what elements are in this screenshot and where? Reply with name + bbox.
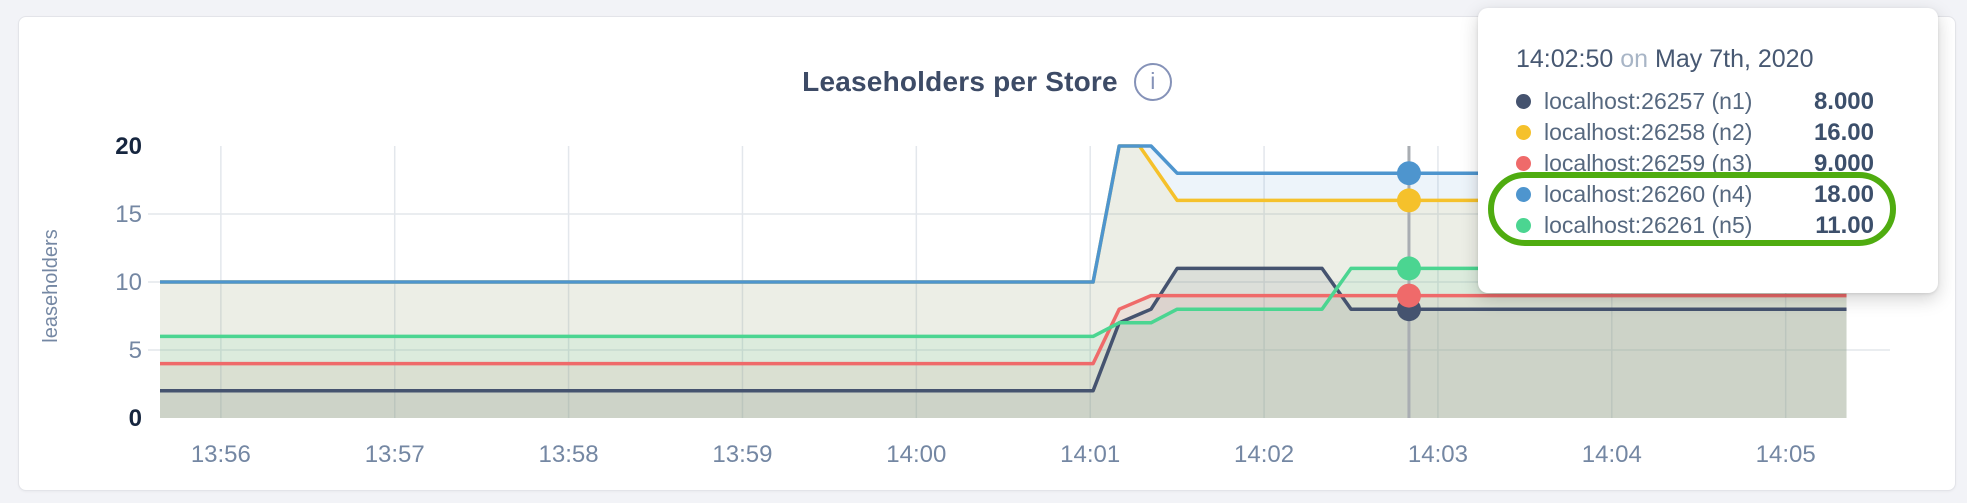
tooltip-on-word: on [1620,45,1649,73]
series-color-dot-icon [1516,125,1531,140]
series-label: localhost:26259 (n3) [1544,150,1753,176]
series-value: 8.000 [1813,87,1874,115]
tooltip-row: localhost:26261 (n5) 11.00 [1516,210,1874,241]
y-tick-label: 5 [129,337,142,364]
tooltip-row: localhost:26258 (n2) 16.00 [1516,117,1874,148]
hover-tooltip: 14:02:50 on May 7th, 2020 localhost:2625… [1478,8,1938,293]
x-tick-label: 14:01 [1060,441,1120,468]
x-tick-label: 14:03 [1408,441,1468,468]
hover-dot-n3 [1396,283,1421,308]
x-tick-label: 13:59 [712,441,772,468]
y-tick-label: 15 [115,201,142,228]
series-value: 16.00 [1813,118,1874,146]
tooltip-rows: localhost:26257 (n1) 8.000 localhost:26258… [1516,86,1874,241]
series-label: localhost:26261 (n5) [1544,212,1753,238]
x-tick-label: 14:05 [1756,441,1816,468]
y-tick-label: 20 [115,133,142,160]
tooltip-time: 14:02:50 [1516,45,1614,73]
chart-title: Leaseholders per Store [802,66,1118,97]
series-area-n3 [160,295,1847,418]
series-color-dot-icon [1516,94,1531,109]
series-line-n1 [160,266,1847,393]
series-value: 11.00 [1815,211,1874,239]
series-area-n5 [160,268,1847,418]
series-color-dot-icon [1516,156,1531,171]
y-tick-label: 10 [115,269,142,296]
hover-dot-n2 [1396,188,1421,213]
x-tick-label: 13:56 [191,441,251,468]
x-tick-label: 14:02 [1234,441,1294,468]
series-label: localhost:26257 (n1) [1544,88,1753,114]
x-tick-label: 13:57 [365,441,425,468]
series-line-n3 [160,293,1847,366]
series-line-n5 [160,266,1847,339]
tooltip-row: localhost:26260 (n4) 18.00 [1516,179,1874,210]
tooltip-row: localhost:26259 (n3) 9.000 [1516,148,1874,179]
y-axis-label: leaseholders [40,229,62,342]
chart-header: Leaseholders per Store i [19,63,1955,101]
series-area-n1 [160,268,1847,418]
tooltip-timestamp: 14:02:50 on May 7th, 2020 [1516,42,1874,76]
y-tick-label: 0 [129,405,142,432]
x-tick-label: 13:58 [539,441,599,468]
series-value: 18.00 [1813,180,1874,208]
series-value: 9.000 [1813,149,1874,177]
series-color-dot-icon [1516,218,1531,233]
x-tick-label: 14:00 [886,441,946,468]
series-color-dot-icon [1516,187,1531,202]
tooltip-date: May 7th, 2020 [1655,45,1814,73]
series-line-n4 [160,144,1847,284]
hover-dot-n4 [1396,161,1421,186]
series-label: localhost:26260 (n4) [1544,181,1753,207]
series-label: localhost:26258 (n2) [1544,119,1753,145]
hover-dot-n5 [1396,256,1421,281]
info-icon[interactable]: i [1133,63,1172,101]
tooltip-row: localhost:26257 (n1) 8.000 [1516,86,1874,117]
x-tick-label: 14:04 [1582,441,1642,468]
